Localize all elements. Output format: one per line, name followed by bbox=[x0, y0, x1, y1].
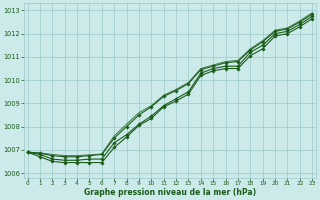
X-axis label: Graphe pression niveau de la mer (hPa): Graphe pression niveau de la mer (hPa) bbox=[84, 188, 256, 197]
